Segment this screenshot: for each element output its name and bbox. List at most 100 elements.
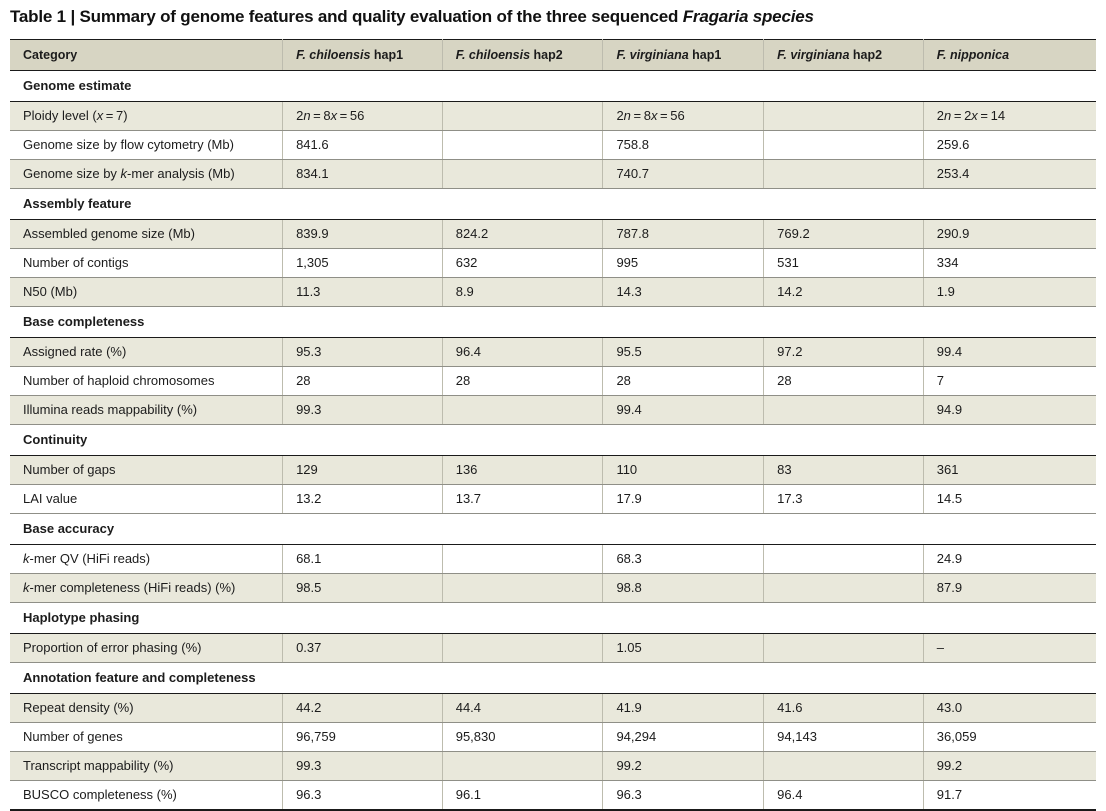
cell-value: 41.6 [763,693,924,724]
column-header-species: F. virginiana hap1 [602,39,764,72]
cell-value: 2n = 8x = 56 [602,101,764,132]
cell-value: 68.1 [282,544,443,575]
section-header-row: Annotation feature and completeness [10,662,1096,695]
section-header-label: Annotation feature and completeness [10,662,1096,695]
cell-value [441,633,603,664]
cell-value: 787.8 [602,219,764,250]
table-row: BUSCO completeness (%) 96.3 96.1 96.3 96.4 91… [10,780,1096,811]
row-label: Transcript mappability (%) [10,751,283,782]
row-label: LAI value [10,484,283,515]
cell-value: 97.2 [763,337,924,368]
row-label: Number of haploid chromosomes [10,366,283,397]
section-header-row: Continuity [10,424,1096,457]
cell-value [763,573,924,604]
table-row: Transcript mappability (%) 99.3 99.2 99.2 [10,751,1096,782]
cell-value: 96.4 [441,337,603,368]
table-row: Genome size by k-mer analysis (Mb) 834.1 7… [10,159,1096,190]
section-header-row: Base accuracy [10,513,1096,546]
row-label: Genome size by flow cytometry (Mb) [10,130,283,161]
row-label: Number of genes [10,722,283,753]
row-label: Genome size by k-mer analysis (Mb) [10,159,283,190]
section-header-label: Continuity [10,424,1096,457]
cell-value [763,751,924,782]
cell-value: 98.8 [602,573,764,604]
cell-value: 91.7 [922,780,1096,811]
cell-value: 839.9 [282,219,443,250]
cell-value: 259.6 [922,130,1096,161]
column-header-species: F. chiloensis hap1 [282,39,443,72]
table-row: LAI value 13.2 13.7 17.9 17.3 14.5 [10,484,1096,515]
cell-value: 43.0 [922,693,1096,724]
cell-value: 253.4 [922,159,1096,190]
cell-value: 334 [922,248,1096,279]
cell-value: 841.6 [282,130,443,161]
cell-value [441,130,603,161]
column-header-species: F. chiloensis hap2 [441,39,603,72]
cell-value: 11.3 [282,277,443,308]
cell-value: 14.5 [922,484,1096,515]
cell-value: 28 [282,366,443,397]
row-label: Proportion of error phasing (%) [10,633,283,664]
cell-value [763,633,924,664]
table-row: Ploidy level (x = 7) 2n = 8x = 56 2n = 8x … [10,101,1096,132]
cell-value: 99.2 [922,751,1096,782]
table-row: Number of genes 96,759 95,830 94,294 94,143 3… [10,722,1096,753]
table-row: k-mer completeness (HiFi reads) (%) 98.5 9… [10,573,1096,604]
cell-value: 136 [441,455,603,486]
row-label: BUSCO completeness (%) [10,780,283,811]
cell-value: 2n = 2x = 14 [922,101,1096,132]
cell-value: 1,305 [282,248,443,279]
cell-value: 769.2 [763,219,924,250]
column-header-species: F. virginiana hap2 [763,39,924,72]
cell-value [441,159,603,190]
cell-value [763,101,924,132]
table-row: N50 (Mb) 11.3 8.9 14.3 14.2 1.9 [10,277,1096,308]
cell-value: 834.1 [282,159,443,190]
table-row: Proportion of error phasing (%) 0.37 1.05 – [10,633,1096,664]
cell-value: 36,059 [922,722,1096,753]
section-header-row: Haplotype phasing [10,602,1096,635]
cell-value: 95.3 [282,337,443,368]
section-header-label: Genome estimate [10,70,1096,103]
table-row: Illumina reads mappability (%) 99.3 99.4 94… [10,395,1096,426]
cell-value: 2n = 8x = 56 [282,101,443,132]
header-row: Category F. chiloensis hap1 F. chiloensis … [10,39,1096,72]
section-header-label: Haplotype phasing [10,602,1096,635]
cell-value: 110 [602,455,764,486]
table-row: Number of gaps 129 136 110 83 361 [10,455,1096,486]
cell-value [763,395,924,426]
cell-value: 94.9 [922,395,1096,426]
section-header-label: Base completeness [10,306,1096,339]
table-row: k-mer QV (HiFi reads) 68.1 68.3 24.9 [10,544,1096,575]
column-header-category: Category [10,39,283,72]
cell-value: 28 [763,366,924,397]
cell-value: 14.2 [763,277,924,308]
cell-value: 632 [441,248,603,279]
row-label: Number of gaps [10,455,283,486]
cell-value: 1.05 [602,633,764,664]
cell-value: 99.3 [282,751,443,782]
cell-value: 98.5 [282,573,443,604]
column-header-species: F. nipponica [922,39,1096,72]
row-label: k-mer QV (HiFi reads) [10,544,283,575]
cell-value [763,130,924,161]
cell-value: 24.9 [922,544,1096,575]
cell-value [441,395,603,426]
section-header-label: Base accuracy [10,513,1096,546]
cell-value: 17.9 [602,484,764,515]
cell-value: 13.2 [282,484,443,515]
cell-value: 44.4 [441,693,603,724]
row-label: Illumina reads mappability (%) [10,395,283,426]
row-label: Assembled genome size (Mb) [10,219,283,250]
section-header-row: Base completeness [10,306,1096,339]
cell-value: 14.3 [602,277,764,308]
cell-value: 0.37 [282,633,443,664]
table-body: Genome estimate Ploidy level (x = 7) 2n = … [10,70,1096,811]
cell-value: 87.9 [922,573,1096,604]
cell-value: 44.2 [282,693,443,724]
table-row: Repeat density (%) 44.2 44.4 41.9 41.6 43.0 [10,693,1096,724]
cell-value: 740.7 [602,159,764,190]
cell-value: 824.2 [441,219,603,250]
cell-value: 28 [602,366,764,397]
